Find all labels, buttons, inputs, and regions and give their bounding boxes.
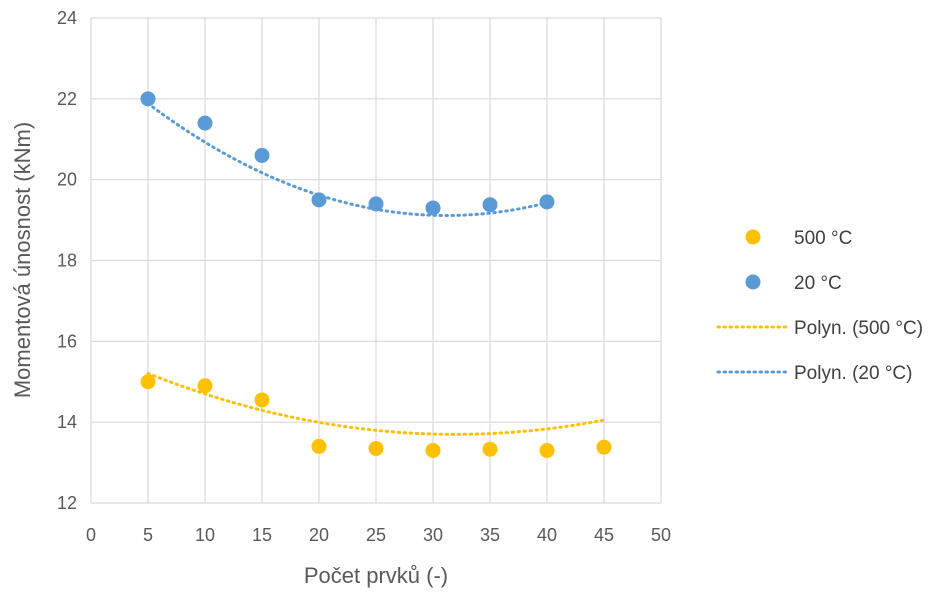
data-point-series-0 xyxy=(368,440,384,456)
y-tick-label: 24 xyxy=(57,8,77,28)
x-tick-label: 25 xyxy=(366,525,386,545)
x-tick-label: 50 xyxy=(651,525,671,545)
x-axis-title: Počet prvků (-) xyxy=(304,563,448,588)
data-point-series-1 xyxy=(254,147,270,163)
data-points xyxy=(140,91,612,458)
y-tick-label: 14 xyxy=(57,412,77,432)
y-tick-label: 12 xyxy=(57,493,77,513)
x-tick-label: 30 xyxy=(423,525,443,545)
data-point-series-1 xyxy=(140,91,156,107)
x-tick-label: 20 xyxy=(309,525,329,545)
data-point-series-1 xyxy=(197,115,213,131)
y-tick-label: 16 xyxy=(57,331,77,351)
data-point-series-1 xyxy=(539,194,555,210)
x-tick-label: 15 xyxy=(252,525,272,545)
tick-labels: 0 5 10 15 20 25 30 35 40 45 50 12 14 16 18 20 22 24 xyxy=(57,8,671,545)
x-tick-label: 0 xyxy=(86,525,96,545)
data-point-series-0 xyxy=(254,392,270,408)
trendline-0 xyxy=(146,371,606,436)
y-tick-label: 18 xyxy=(57,251,77,271)
legend-label: Polyn. (20 °C) xyxy=(794,363,912,384)
legend-label: 20 °C xyxy=(794,273,842,294)
y-tick-label: 20 xyxy=(57,170,77,190)
data-point-series-0 xyxy=(539,442,555,458)
gridlines xyxy=(90,17,662,504)
trendline-1 xyxy=(146,101,549,218)
y-tick-label: 22 xyxy=(57,89,77,109)
legend-label: 500 °C xyxy=(794,228,852,249)
data-point-series-0 xyxy=(482,441,498,457)
data-point-series-1 xyxy=(311,192,327,208)
data-point-series-1 xyxy=(425,200,441,216)
x-tick-label: 10 xyxy=(195,525,215,545)
trendlines xyxy=(146,101,606,436)
y-axis-title: Momentová únosnost (kNm) xyxy=(10,122,35,398)
data-point-series-0 xyxy=(197,378,213,394)
data-point-series-1 xyxy=(482,197,498,213)
legend-marker xyxy=(745,229,761,245)
x-tick-label: 35 xyxy=(480,525,500,545)
data-point-series-0 xyxy=(596,439,612,455)
legend-label: Polyn. (500 °C) xyxy=(794,318,923,339)
data-point-series-1 xyxy=(368,196,384,212)
data-point-series-0 xyxy=(425,442,441,458)
x-tick-label: 45 xyxy=(594,525,614,545)
legend: 500 °C 20 °C Polyn. (500 °C) Polyn. (20 °C) xyxy=(716,228,923,384)
x-tick-label: 5 xyxy=(143,525,153,545)
legend-marker xyxy=(745,274,761,290)
data-point-series-0 xyxy=(311,438,327,454)
x-tick-label: 40 xyxy=(537,525,557,545)
data-point-series-0 xyxy=(140,374,156,390)
